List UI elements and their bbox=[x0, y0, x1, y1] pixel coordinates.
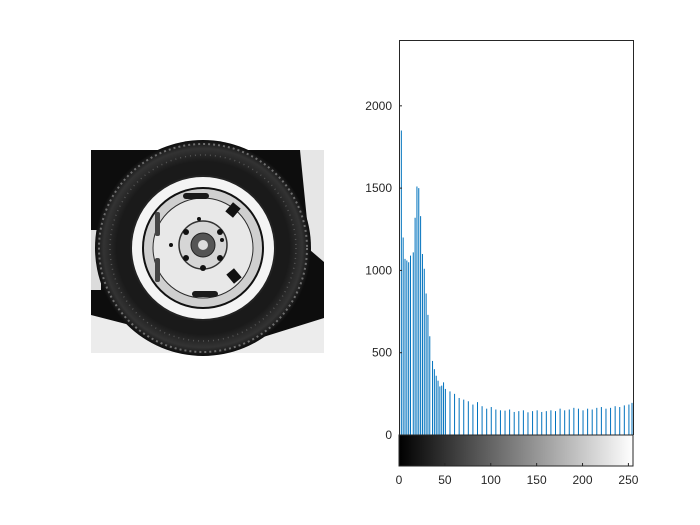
x-tick-label: 150 bbox=[527, 473, 547, 487]
histogram-axes: 0 500 1000 1500 2000 bbox=[365, 40, 634, 442]
rim-slot bbox=[192, 291, 218, 297]
y-tick-label: 500 bbox=[372, 346, 392, 360]
axes-background bbox=[399, 40, 633, 435]
lug-nut bbox=[217, 229, 223, 235]
colorbar-gradient bbox=[398, 434, 634, 467]
tire-sidewall-ring bbox=[109, 154, 297, 342]
y-tick-label: 0 bbox=[385, 428, 392, 442]
x-tick-label: 50 bbox=[438, 473, 452, 487]
rim-slot bbox=[226, 268, 242, 284]
y-tick-label: 2000 bbox=[365, 99, 392, 113]
rim-slot bbox=[155, 258, 160, 282]
rim-edge bbox=[130, 175, 276, 321]
grayscale-colorbar: 0 50 100 150 200 250 bbox=[396, 434, 639, 487]
tire-tread-ring bbox=[98, 143, 308, 353]
rim-slot bbox=[155, 212, 160, 236]
rim-dot bbox=[197, 217, 201, 221]
x-tick-label: 0 bbox=[396, 473, 403, 487]
x-tick-label: 250 bbox=[618, 473, 638, 487]
tire-image bbox=[91, 140, 324, 356]
hub-center bbox=[198, 240, 208, 250]
x-tick-label: 100 bbox=[481, 473, 501, 487]
rim-dot bbox=[220, 238, 224, 242]
lug-nut bbox=[217, 255, 223, 261]
ground-highlight bbox=[91, 315, 324, 353]
rim-slot bbox=[183, 193, 209, 199]
y-tick-label: 1000 bbox=[365, 263, 392, 277]
rim-dot bbox=[169, 243, 173, 247]
right-light-patch bbox=[300, 150, 324, 262]
y-ticks: 0 500 1000 1500 2000 bbox=[365, 99, 402, 442]
x-tick-label: 200 bbox=[573, 473, 593, 487]
y-tick-label: 1500 bbox=[365, 181, 392, 195]
lug-nut bbox=[183, 229, 189, 235]
lug-nut bbox=[200, 265, 206, 271]
rim-slot bbox=[225, 202, 241, 218]
x-ticks: 0 50 100 150 200 250 bbox=[396, 463, 639, 487]
lug-nut bbox=[183, 255, 189, 261]
